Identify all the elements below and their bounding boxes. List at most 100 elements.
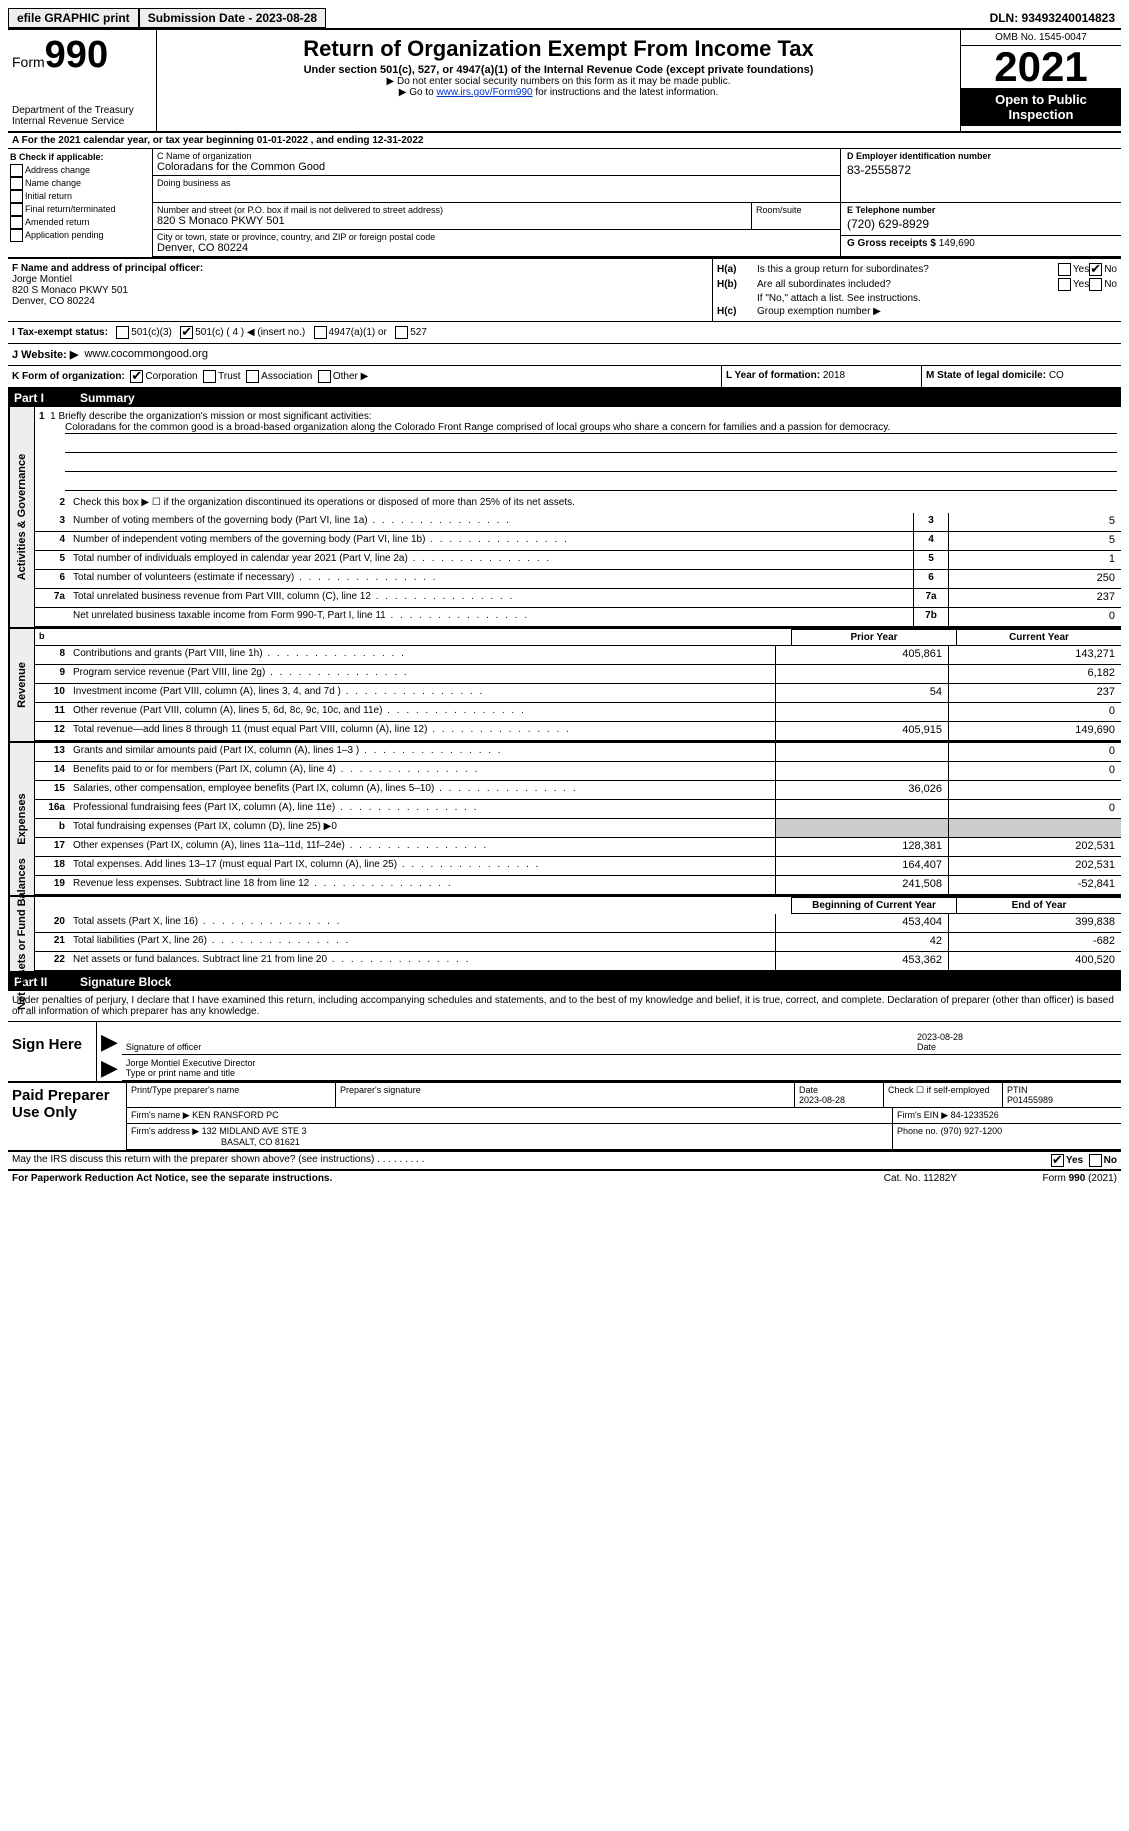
chk-final[interactable]: Final return/terminated	[10, 203, 150, 216]
summary-row: 22Net assets or fund balances. Subtract …	[35, 952, 1121, 971]
org-form-row: K Form of organization: Corporation Trus…	[8, 366, 1121, 389]
irs-link[interactable]: www.irs.gov/Form990	[436, 87, 532, 98]
prep-name-label: Print/Type preparer's name	[127, 1083, 336, 1107]
sig-date: 2023-08-28	[917, 1032, 1117, 1042]
firm-name-label: Firm's name ▶	[131, 1110, 190, 1120]
mission-text: Coloradans for the common good is a broa…	[65, 422, 1117, 434]
summary-row: 3Number of voting members of the governi…	[35, 513, 1121, 532]
suite-label: Room/suite	[752, 203, 840, 230]
ptin-value: P01455989	[1007, 1095, 1053, 1105]
chk-corp[interactable]	[130, 370, 143, 383]
vtab-ag: Activities & Governance	[8, 407, 35, 627]
summary-row: 21Total liabilities (Part X, line 26)42-…	[35, 933, 1121, 952]
hc-text: Group exemption number ▶	[757, 306, 1117, 317]
firm-phone-label: Phone no.	[897, 1126, 938, 1136]
summary-row: 4Number of independent voting members of…	[35, 532, 1121, 551]
box-h: H(a)Is this a group return for subordina…	[713, 259, 1121, 321]
chk-4947[interactable]	[314, 326, 327, 339]
sig-arrow-icon: ▶	[97, 1029, 122, 1055]
chk-527[interactable]	[395, 326, 408, 339]
part2-header: Part IISignature Block	[8, 973, 1121, 991]
summary-row: 11Other revenue (Part VIII, column (A), …	[35, 703, 1121, 722]
discuss-no[interactable]: No	[1089, 1154, 1117, 1167]
discuss-yes[interactable]: Yes	[1051, 1154, 1083, 1167]
officer-addr1: 820 S Monaco PKWY 501	[12, 285, 128, 296]
form-title: Return of Organization Exempt From Incom…	[161, 36, 956, 62]
paperwork-notice: For Paperwork Reduction Act Notice, see …	[12, 1173, 332, 1184]
summary-row: 5Total number of individuals employed in…	[35, 551, 1121, 570]
prep-date-label: Date	[799, 1085, 818, 1095]
activities-governance-section: Activities & Governance 1 1 Briefly desc…	[8, 407, 1121, 629]
preparer-block: Paid Preparer Use Only Print/Type prepar…	[8, 1083, 1121, 1152]
prior-year-header: Prior Year	[791, 629, 956, 646]
chk-other[interactable]	[318, 370, 331, 383]
form-footer: Form 990 (2021)	[957, 1173, 1117, 1184]
street-label: Number and street (or P.O. box if mail i…	[157, 205, 747, 215]
firm-addr-label: Firm's address ▶	[131, 1126, 199, 1136]
form-header: Form990 Department of the TreasuryIntern…	[8, 28, 1121, 133]
cat-no: Cat. No. 11282Y	[884, 1173, 957, 1184]
year-block: OMB No. 1545-0047 2021 Open to Public In…	[960, 30, 1121, 131]
chk-assoc[interactable]	[246, 370, 259, 383]
street-value: 820 S Monaco PKWY 501	[157, 215, 747, 227]
chk-501c[interactable]	[180, 326, 193, 339]
line-a: A For the 2021 calendar year, or tax yea…	[8, 133, 1121, 149]
chk-trust[interactable]	[203, 370, 216, 383]
ha-no[interactable]	[1089, 263, 1102, 276]
mission-block: 1 1 Briefly describe the organization's …	[35, 407, 1121, 495]
phone-label: E Telephone number	[847, 205, 1115, 215]
form-title-block: Return of Organization Exempt From Incom…	[157, 30, 960, 131]
top-bar: efile GRAPHIC print Submission Date - 20…	[8, 8, 1121, 28]
box-f: F Name and address of principal officer:…	[8, 259, 713, 321]
ha-text: Is this a group return for subordinates?	[757, 264, 1058, 275]
chk-address[interactable]: Address change	[10, 164, 150, 177]
officer-addr2: Denver, CO 80224	[12, 296, 95, 307]
hb-yes[interactable]	[1058, 278, 1071, 291]
chk-initial[interactable]: Initial return	[10, 190, 150, 203]
chk-name[interactable]: Name change	[10, 177, 150, 190]
firm-ein-label: Firm's EIN ▶	[897, 1110, 948, 1120]
efile-button[interactable]: efile GRAPHIC print	[8, 8, 139, 28]
gross-value: 149,690	[939, 238, 975, 249]
dln-label: DLN: 93493240014823	[984, 9, 1121, 27]
submission-date-box: Submission Date - 2023-08-28	[139, 8, 326, 28]
box-b-header: B Check if applicable:	[10, 151, 150, 164]
summary-row: 19Revenue less expenses. Subtract line 1…	[35, 876, 1121, 895]
sig-arrow-icon-2: ▶	[97, 1055, 122, 1081]
city-value: Denver, CO 80224	[157, 242, 836, 254]
summary-row: 13Grants and similar amounts paid (Part …	[35, 743, 1121, 762]
ha-yes[interactable]	[1058, 263, 1071, 276]
chk-amended[interactable]: Amended return	[10, 216, 150, 229]
note-ssn: ▶ Do not enter social security numbers o…	[161, 76, 956, 87]
penalties-text: Under penalties of perjury, I declare th…	[8, 991, 1121, 1022]
phone-value: (720) 629-8929	[847, 215, 1115, 233]
summary-row: 7aTotal unrelated business revenue from …	[35, 589, 1121, 608]
gross-label: G Gross receipts $	[847, 238, 936, 249]
officer-name: Jorge Montiel	[12, 274, 72, 285]
sign-block: Sign Here ▶ Signature of officer 2023-08…	[8, 1022, 1121, 1083]
prep-sig-label: Preparer's signature	[336, 1083, 795, 1107]
box-m: M State of legal domicile: CO	[921, 366, 1121, 387]
form-label: Form	[12, 54, 45, 70]
box-i: I Tax-exempt status: 501(c)(3) 501(c) ( …	[8, 322, 1121, 343]
prep-self-emp[interactable]: Check ☐ if self-employed	[884, 1083, 1003, 1107]
form-subtitle: Under section 501(c), 527, or 4947(a)(1)…	[161, 64, 956, 76]
vtab-rev: Revenue	[8, 629, 35, 741]
box-b: B Check if applicable: Address change Na…	[8, 149, 153, 257]
summary-row: 17Other expenses (Part IX, column (A), l…	[35, 838, 1121, 857]
officer-label: F Name and address of principal officer:	[12, 263, 203, 274]
chk-501c3[interactable]	[116, 326, 129, 339]
preparer-label: Paid Preparer Use Only	[8, 1083, 127, 1150]
box-c: C Name of organization Coloradans for th…	[153, 149, 840, 202]
hb-text: Are all subordinates included?	[757, 279, 1058, 290]
beg-year-header: Beginning of Current Year	[791, 897, 956, 914]
firm-addr1: 132 MIDLAND AVE STE 3	[202, 1126, 307, 1136]
sig-name-label: Type or print name and title	[126, 1068, 235, 1078]
prep-date: 2023-08-28	[799, 1095, 845, 1105]
summary-row: 16aProfessional fundraising fees (Part I…	[35, 800, 1121, 819]
tax-year: 2021	[961, 46, 1121, 88]
firm-name: KEN RANSFORD PC	[192, 1110, 279, 1120]
hb-no[interactable]	[1089, 278, 1102, 291]
chk-pending[interactable]: Application pending	[10, 229, 150, 242]
summary-row: 15Salaries, other compensation, employee…	[35, 781, 1121, 800]
